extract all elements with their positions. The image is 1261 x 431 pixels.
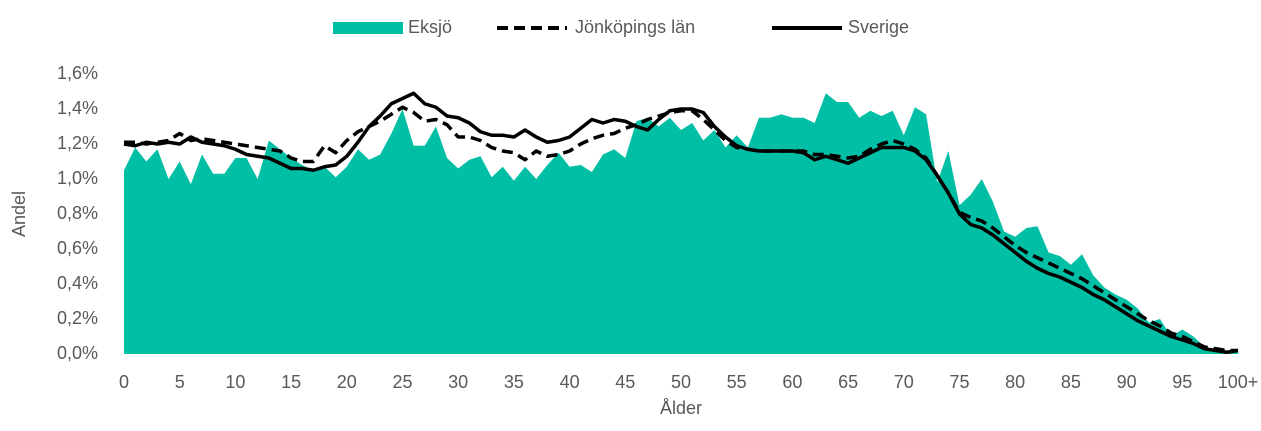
- y-tick-label: 1,0%: [57, 168, 98, 188]
- y-tick-label: 0,0%: [57, 343, 98, 363]
- x-tick-label: 55: [727, 372, 747, 392]
- legend-swatch: [333, 22, 403, 34]
- legend-label: Eksjö: [408, 17, 452, 37]
- y-tick-label: 1,2%: [57, 133, 98, 153]
- x-tick-label: 85: [1061, 372, 1081, 392]
- y-tick-label: 0,8%: [57, 203, 98, 223]
- x-tick-label: 45: [615, 372, 635, 392]
- y-tick-label: 0,4%: [57, 273, 98, 293]
- x-tick-label: 95: [1172, 372, 1192, 392]
- y-tick-label: 1,6%: [57, 63, 98, 83]
- y-axis-label: Andel: [9, 191, 29, 237]
- area: [124, 93, 1238, 354]
- x-tick-label: 0: [119, 372, 129, 392]
- x-tick-label: 25: [392, 372, 412, 392]
- legend-label: Sverige: [848, 17, 909, 37]
- x-tick-label: 10: [225, 372, 245, 392]
- y-tick-label: 1,4%: [57, 98, 98, 118]
- line: [123, 91, 1239, 354]
- x-tick-label: 65: [838, 372, 858, 392]
- x-axis-label: Ålder: [660, 398, 702, 418]
- y-tick-label: 0,2%: [57, 308, 98, 328]
- x-tick-label: 90: [1117, 372, 1137, 392]
- x-tick-label: 80: [1005, 372, 1025, 392]
- x-tick-label: 20: [337, 372, 357, 392]
- x-tick-label: 5: [175, 372, 185, 392]
- y-tick-label: 0,6%: [57, 238, 98, 258]
- x-tick-label: 35: [504, 372, 524, 392]
- x-tick-label: 70: [894, 372, 914, 392]
- legend-label: Jönköpings län: [575, 17, 695, 37]
- x-tick-label: 75: [949, 372, 969, 392]
- x-tick-label: 40: [560, 372, 580, 392]
- x-tick-label: 60: [782, 372, 802, 392]
- x-tick-label: 50: [671, 372, 691, 392]
- x-tick-label: 15: [281, 372, 301, 392]
- x-tick-label: 100+: [1218, 372, 1259, 392]
- x-tick-label: 30: [448, 372, 468, 392]
